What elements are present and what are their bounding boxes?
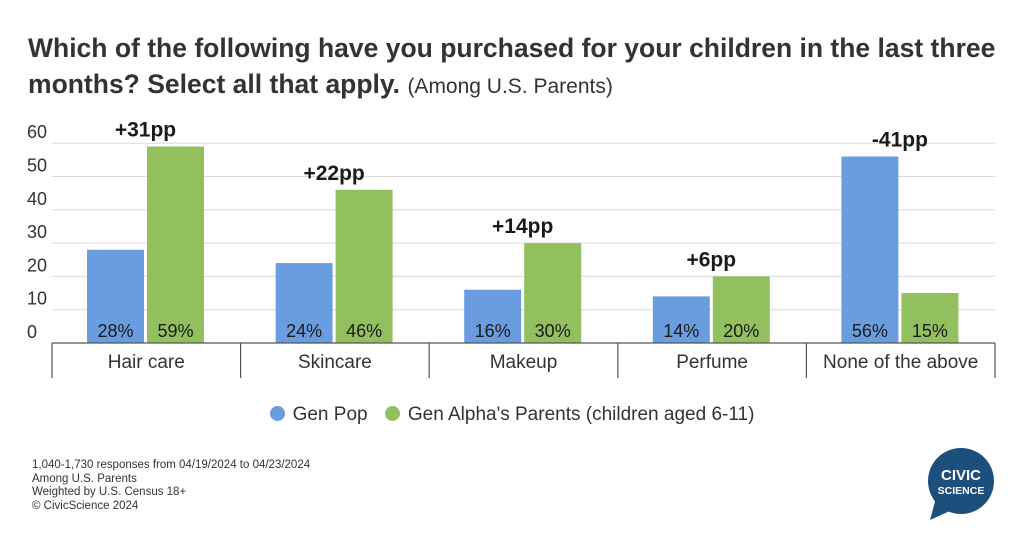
pp-annotation-4: -41pp (872, 129, 928, 152)
logo-text-civic: CIVIC (941, 467, 981, 484)
legend-label-gen-alpha: Gen Alpha's Parents (children aged 6-11) (407, 404, 755, 425)
chart-subtitle: (Among U.S. Parents) (407, 75, 613, 98)
legend-item-gen-pop: Gen Pop (269, 404, 368, 426)
footer-notes: 1,040-1,730 responses from 04/19/2024 to… (32, 459, 310, 513)
data-label-gen-alpha-0: 59% (157, 321, 193, 341)
legend-item-gen-alpha: Gen Alpha's Parents (children aged 6-11) (384, 404, 755, 426)
y-tick-label-10: 10 (27, 289, 47, 309)
x-tick-label-1: Skincare (298, 352, 372, 373)
data-label-gen-alpha-1: 46% (346, 321, 382, 341)
legend: Gen Pop Gen Alpha's Parents (children ag… (0, 404, 1024, 426)
y-tick-label-30: 30 (27, 222, 47, 242)
data-label-gen-alpha-3: 20% (723, 321, 759, 341)
bar-gen-alpha-1 (335, 189, 393, 343)
bar-gen-alpha-2 (524, 243, 582, 343)
legend-swatch-gen-alpha (384, 406, 400, 421)
y-tick-label-20: 20 (27, 255, 47, 275)
footer-responses: 1,040-1,730 responses from 04/19/2024 to… (32, 459, 311, 471)
x-tick-label-0: Hair care (108, 352, 185, 373)
data-label-gen-alpha-4: 15% (912, 321, 948, 341)
data-label-gen-alpha-2: 30% (535, 321, 571, 341)
pp-annotation-3: +6pp (686, 248, 736, 271)
footer-population: Among U.S. Parents (32, 472, 137, 485)
bar-gen-pop-2 (464, 289, 522, 343)
bar-gen-pop-0 (87, 249, 144, 343)
logo-text-science: SCIENCE (938, 485, 985, 497)
pp-annotation-2: +14pp (492, 215, 553, 238)
chart-title: Which of the following have you purchase… (28, 30, 1008, 105)
bar-gen-alpha-0 (147, 146, 204, 343)
chart-title-main: Which of the following have you purchase… (28, 33, 996, 99)
x-tick-label-3: Perfume (676, 352, 748, 373)
footer-copyright: © CivicScience 2024 (32, 499, 139, 512)
bar-chart: 0 10 20 30 40 50 60 28% 59% +31pp 24% 46% +22pp 16% 30… (27, 119, 996, 378)
legend-label-gen-pop: Gen Pop (292, 404, 368, 425)
pp-annotation-1: +22pp (303, 162, 364, 185)
bar-gen-pop-3 (652, 296, 710, 343)
data-label-gen-pop-1: 24% (286, 321, 322, 341)
data-label-gen-pop-3: 14% (663, 321, 699, 341)
x-tick-label-4: None of the above (823, 352, 978, 373)
logo-bubble-tail (930, 498, 952, 520)
civicscience-logo: CIVIC SCIENCE (928, 448, 994, 520)
bar-gen-alpha-4 (901, 293, 959, 343)
bar-gen-pop-4 (841, 156, 899, 343)
y-tick-label-60: 60 (27, 122, 47, 142)
bar-gen-alpha-3 (712, 276, 770, 343)
logo-bubble (928, 448, 994, 514)
legend-swatch-gen-pop (269, 406, 285, 421)
y-tick-label-50: 50 (27, 156, 47, 176)
data-label-gen-pop-0: 28% (97, 321, 133, 341)
footer-weighting: Weighted by U.S. Census 18+ (32, 486, 187, 498)
y-tick-label-0: 0 (27, 322, 37, 342)
data-label-gen-pop-2: 16% (475, 321, 511, 341)
bar-gen-pop-1 (275, 263, 333, 343)
data-label-gen-pop-4: 56% (852, 321, 888, 341)
y-tick-label-40: 40 (27, 189, 47, 209)
x-tick-label-2: Makeup (490, 352, 558, 373)
pp-annotation-0: +31pp (115, 119, 176, 142)
